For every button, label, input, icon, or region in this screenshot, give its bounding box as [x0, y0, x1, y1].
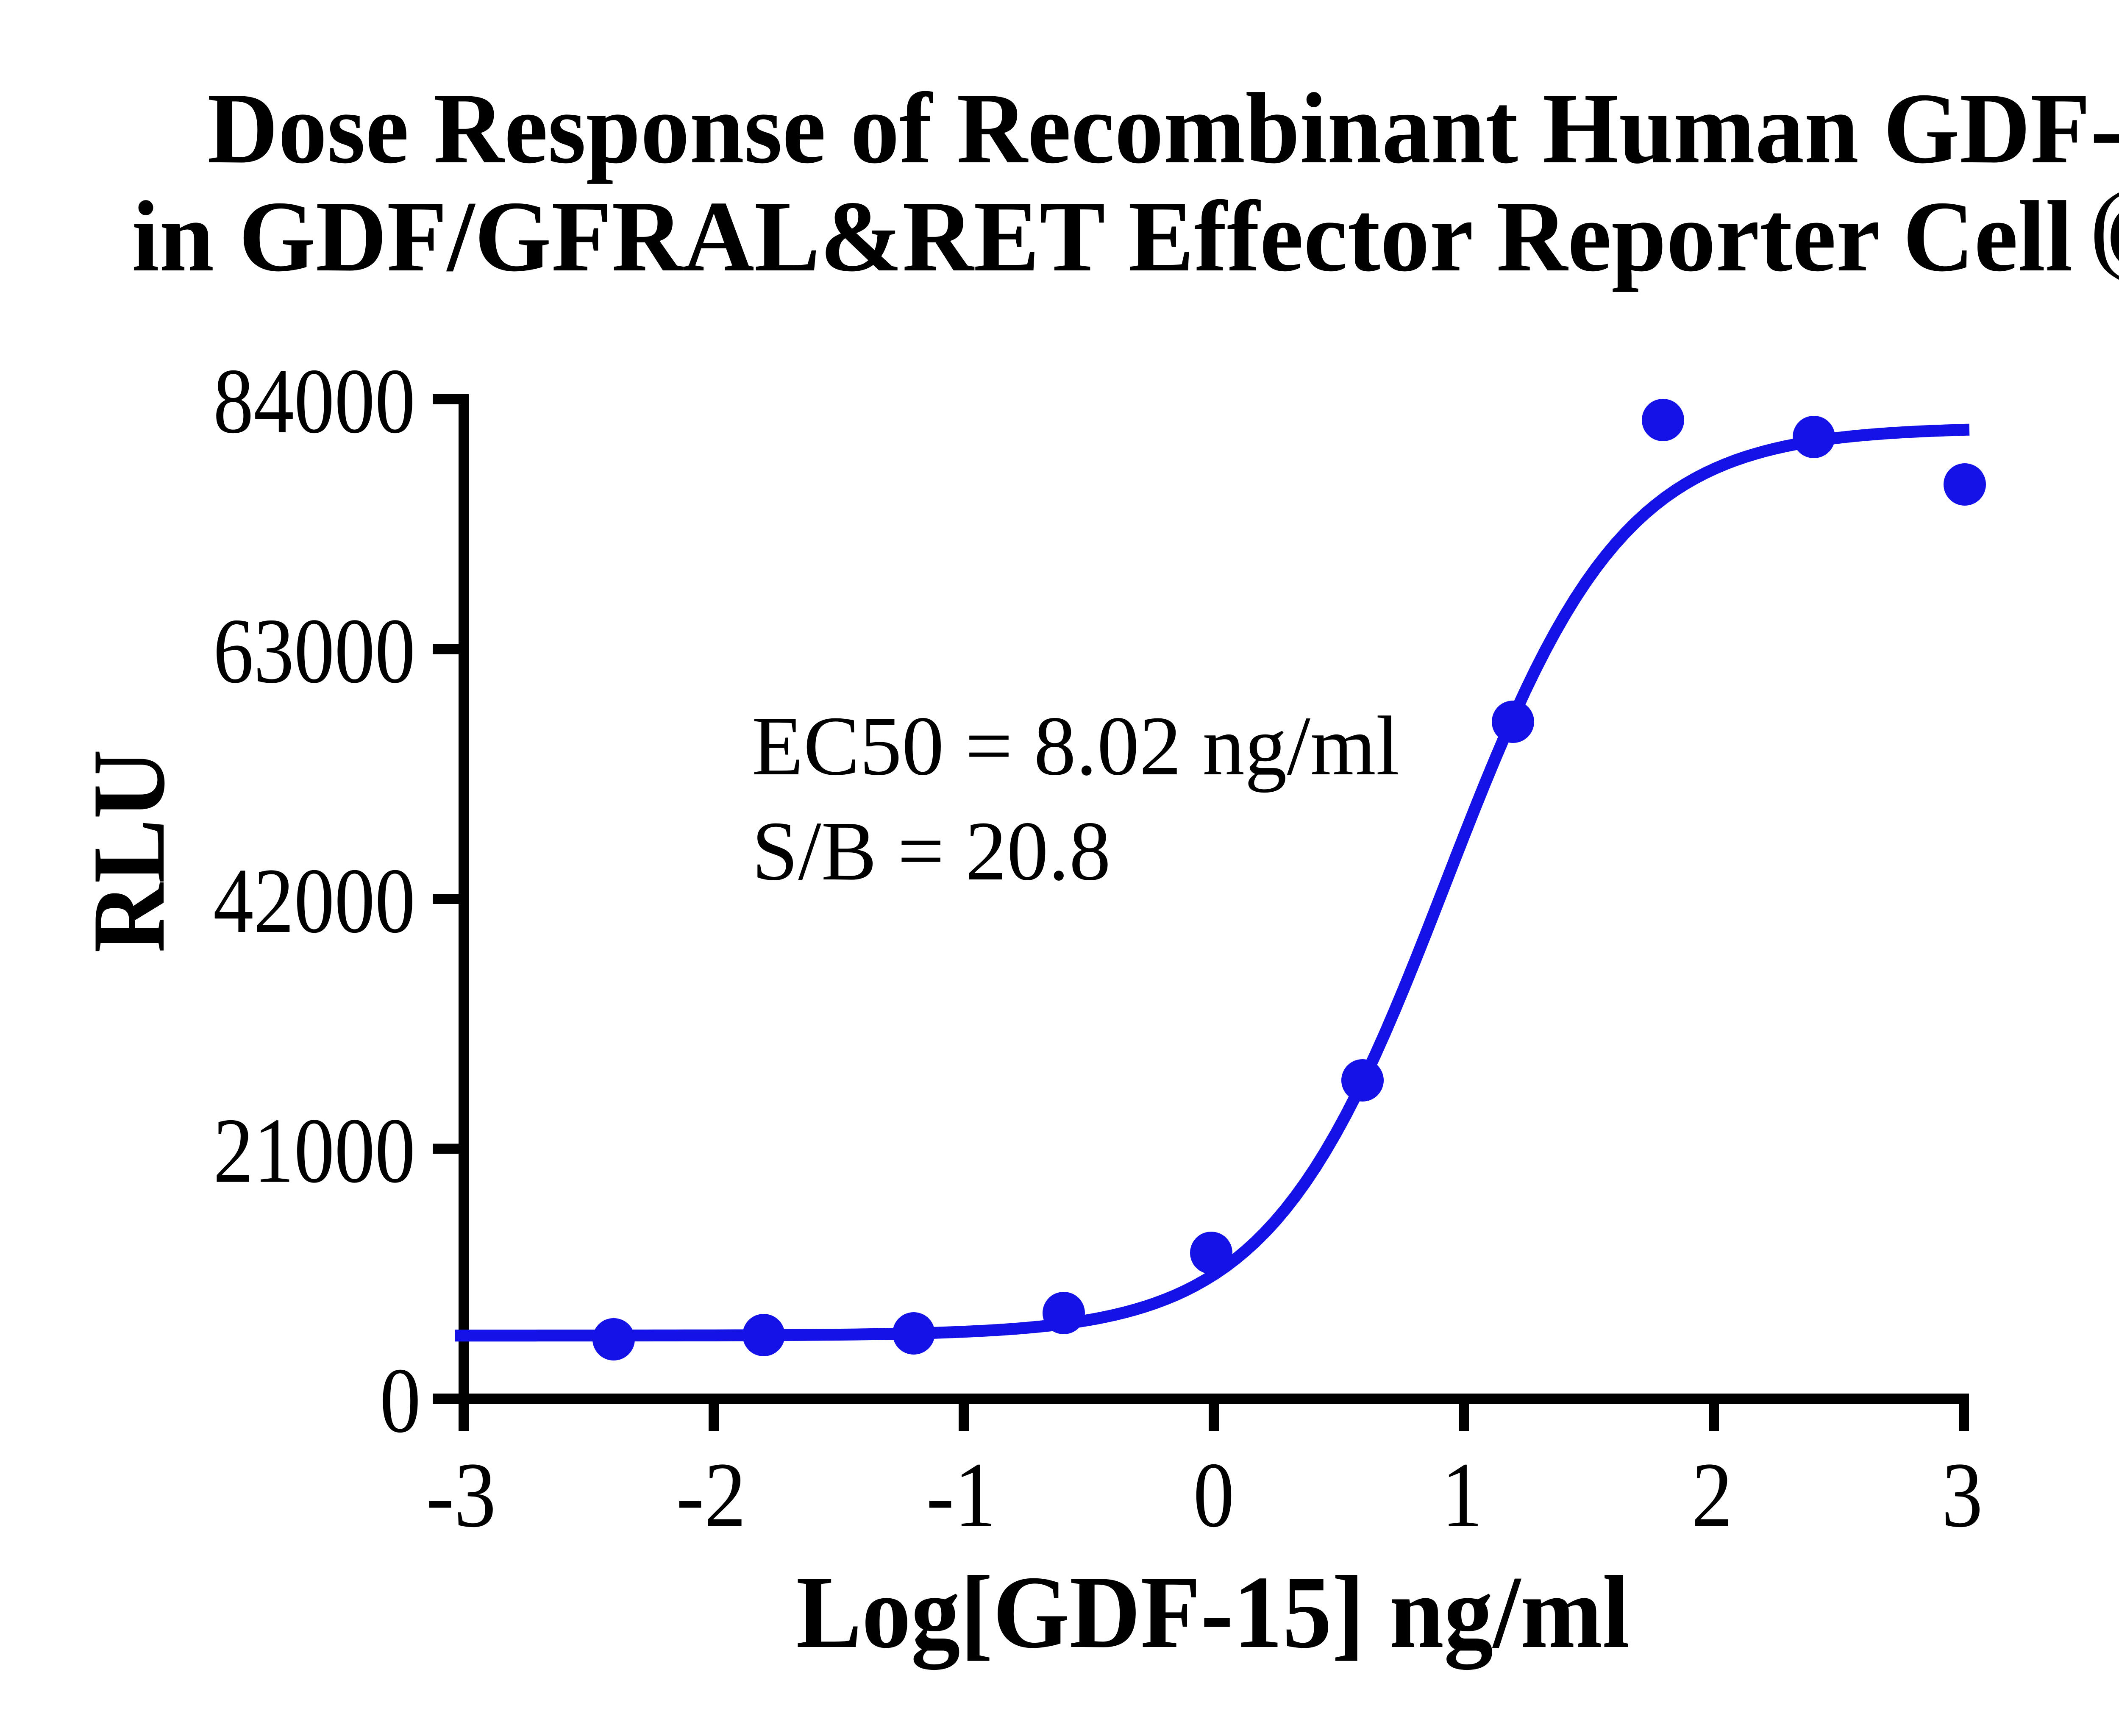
svg-text:0: 0	[1193, 1443, 1235, 1547]
svg-text:2: 2	[1692, 1443, 1733, 1547]
svg-text:EC50 = 8.02 ng/ml: EC50 = 8.02 ng/ml	[752, 699, 1399, 793]
svg-text:3: 3	[1942, 1443, 1983, 1547]
svg-text:Log[GDF-15] ng/ml: Log[GDF-15] ng/ml	[796, 1555, 1630, 1670]
svg-text:C1: C1	[2105, 180, 2119, 292]
svg-text:Dose Response of Recombinant H: Dose Response of Recombinant Human GDF-1…	[207, 72, 2119, 184]
svg-text:84000: 84000	[213, 349, 415, 453]
svg-text:42000: 42000	[213, 849, 415, 952]
svg-text:S/B = 20.8: S/B = 20.8	[752, 804, 1111, 898]
svg-text:in GDF/GFRAL&RET Effector Repo: in GDF/GFRAL&RET Effector Reporter Cell	[132, 180, 2073, 292]
svg-text:(: (	[2090, 174, 2119, 281]
svg-text:1: 1	[1442, 1443, 1483, 1547]
svg-text:-3: -3	[426, 1443, 496, 1547]
svg-text:0: 0	[380, 1349, 421, 1452]
svg-text:21000: 21000	[213, 1099, 415, 1202]
svg-text:RLU: RLU	[71, 749, 186, 953]
svg-text:-2: -2	[676, 1443, 746, 1547]
svg-text:-1: -1	[926, 1443, 996, 1547]
svg-text:63000: 63000	[213, 599, 415, 703]
